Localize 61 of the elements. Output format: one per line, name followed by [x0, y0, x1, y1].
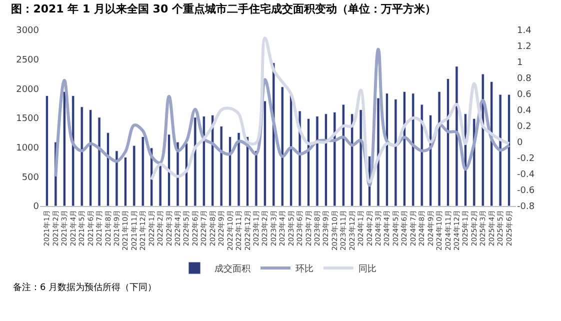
y2-tick-label: 0.8 [517, 74, 532, 84]
bar [72, 95, 75, 206]
y2-tick-label: -0.8 [517, 202, 535, 212]
y2-tick-label: -0.4 [517, 170, 535, 180]
bar [228, 136, 232, 206]
y2-tick-label: 1.4 [517, 26, 532, 36]
bar [290, 94, 293, 206]
y2-tick-label: -0.6 [517, 186, 535, 196]
bar [394, 98, 398, 206]
bar [98, 117, 101, 206]
y-tick-label: 3000 [16, 26, 40, 36]
bar [498, 94, 502, 206]
bar [220, 126, 223, 206]
bar [106, 132, 110, 206]
line-series [150, 36, 511, 184]
bar [385, 93, 389, 206]
bar [167, 134, 171, 206]
bar [62, 91, 66, 206]
y2-tick-label: 1.2 [517, 42, 532, 52]
text: 备注：6 月数据为预估所得（下同） [13, 282, 157, 293]
y-tick-label: 500 [22, 172, 40, 183]
bar [481, 74, 484, 206]
bar [89, 110, 92, 206]
bar [359, 110, 362, 206]
bar [438, 91, 441, 206]
y2-tick-label: 1 [517, 58, 523, 68]
bar [45, 95, 49, 206]
y-tick-label: 1000 [16, 143, 40, 154]
chart-title: 图：2021 年 1 月以来全国 30 个重点城市二手住宅成交面积变动（单位：万平方米） [11, 2, 436, 16]
bar [80, 106, 84, 206]
bar [446, 78, 450, 206]
y2-tick-label: 0.4 [517, 106, 532, 116]
bar [316, 116, 319, 206]
legend-label: 成交面积 [214, 264, 250, 275]
y2-tick-label: 0.6 [517, 90, 532, 100]
y-tick-label: 1500 [16, 114, 40, 124]
legend-label: 环比 [296, 264, 314, 275]
bar [333, 112, 336, 206]
bar [324, 114, 328, 206]
legend-label: 同比 [358, 264, 376, 275]
y-tick-label: 2500 [16, 55, 40, 66]
bar [507, 94, 511, 206]
bar [342, 104, 345, 206]
bar [263, 100, 266, 206]
y2-tick-label: 0 [517, 138, 523, 148]
bar [194, 117, 197, 206]
y-tick-label: 2000 [16, 84, 40, 95]
y2-tick-label: -0.2 [517, 154, 535, 164]
bar [254, 150, 258, 206]
bar [141, 136, 144, 206]
bar [124, 157, 127, 206]
bar [412, 93, 415, 206]
bar [376, 98, 380, 206]
y2-tick-label: 0.2 [517, 122, 532, 132]
bar [237, 132, 240, 206]
bar [132, 145, 136, 206]
y-tick-label: 0 [33, 202, 40, 212]
bar [115, 150, 118, 206]
bar [455, 66, 458, 206]
bar [420, 104, 424, 206]
bar [280, 86, 284, 206]
